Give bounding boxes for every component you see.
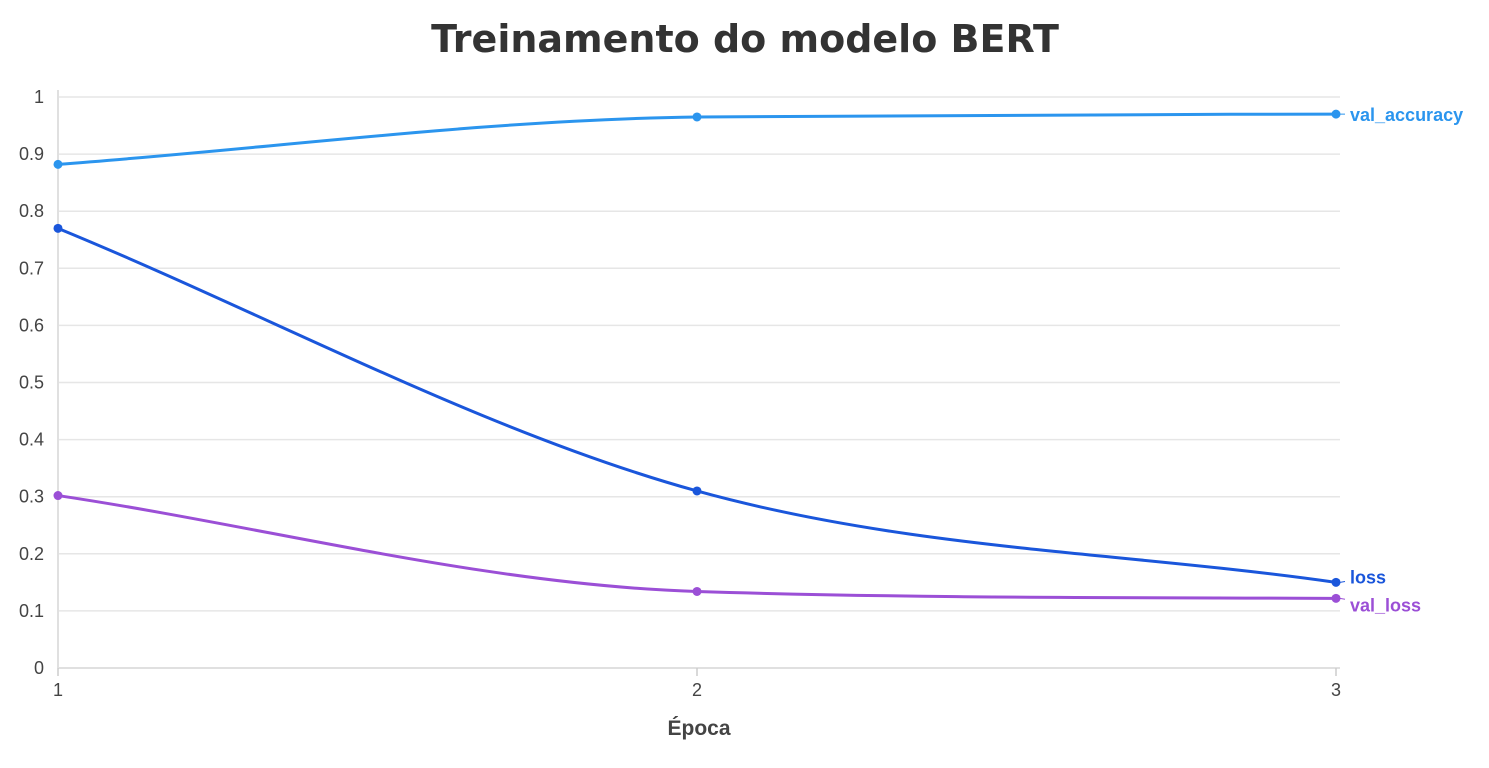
grid-lines [58, 96, 1340, 612]
data-point-val-accuracy [1331, 109, 1341, 119]
y-tick-label: 0.5 [19, 373, 44, 393]
data-point-loss [1331, 577, 1341, 587]
data-point-val-loss [692, 586, 702, 596]
y-tick-label: 0.2 [19, 544, 44, 564]
data-point-val-loss [53, 491, 63, 501]
data-point-val-loss [1331, 593, 1341, 603]
data-point-loss [53, 223, 63, 233]
y-tick-label: 0 [34, 658, 44, 678]
series-label-connector [1339, 597, 1346, 600]
data-point-loss [692, 486, 702, 496]
y-tick-label: 1 [34, 87, 44, 107]
series-label-connector [1339, 580, 1346, 583]
series-line-val-accuracy [56, 112, 1338, 166]
series-line-val-loss [56, 494, 1338, 600]
y-tick-label: 0.9 [19, 144, 44, 164]
x-tick-label: 2 [692, 680, 702, 700]
data-points [53, 109, 1341, 603]
y-tick-label: 0.1 [19, 601, 44, 621]
data-point-val-accuracy [53, 159, 63, 169]
y-tick-label: 0.4 [19, 430, 44, 450]
y-tick-label: 0.8 [19, 201, 44, 221]
series-label-val-loss: val_loss [1350, 595, 1421, 615]
chart-title: Treinamento do modelo BERT [431, 17, 1059, 61]
y-tick-label: 0.6 [19, 315, 44, 335]
x-axis-title: Época [667, 717, 730, 740]
axes: 0 0.1 0.2 0.3 0.4 0.5 0.6 0.7 0.8 0.9 1 1 2 3 [19, 87, 1341, 700]
series-label-val-accuracy: val_accuracy [1350, 105, 1463, 125]
data-point-val-accuracy [692, 112, 702, 122]
y-tick-label: 0.7 [19, 258, 44, 278]
x-tick-label: 1 [53, 680, 63, 700]
series-lines [56, 112, 1338, 600]
x-tick-label: 3 [1331, 680, 1341, 700]
y-tick-label: 0.3 [19, 487, 44, 507]
series-label-loss: loss [1350, 567, 1386, 587]
